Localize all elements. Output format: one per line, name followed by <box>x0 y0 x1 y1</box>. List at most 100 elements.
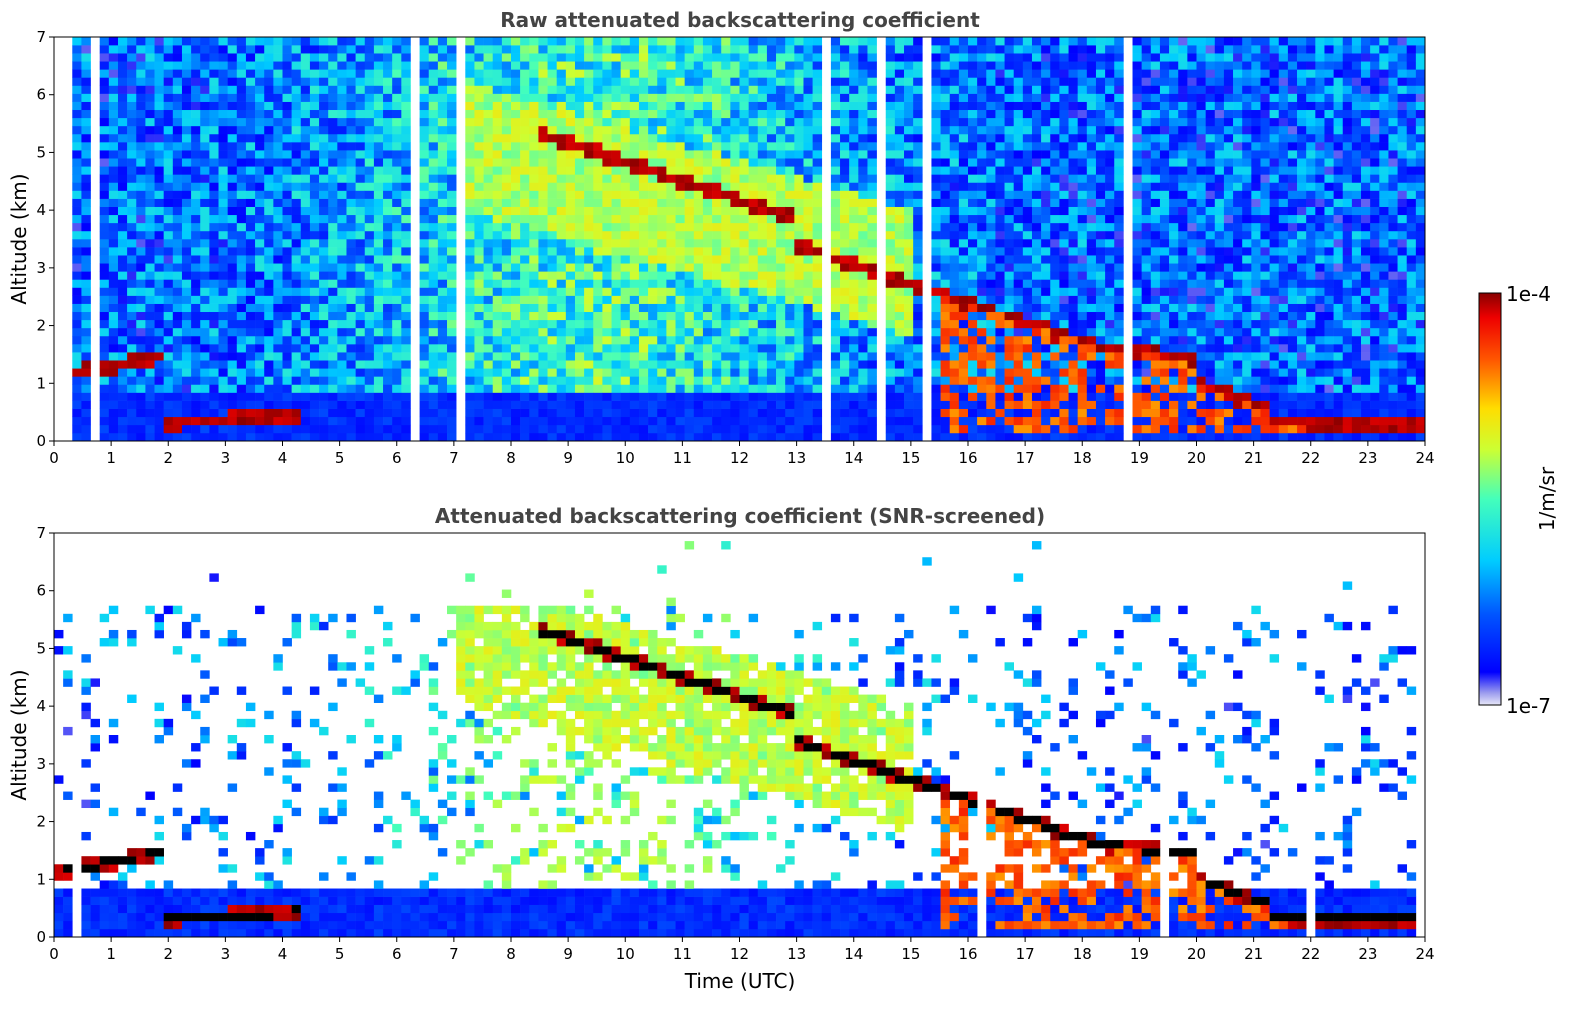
heatmap-cell <box>830 142 841 151</box>
heatmap-cell <box>785 263 795 272</box>
heatmap-cell <box>693 295 704 304</box>
heatmap-cell <box>136 295 146 304</box>
heatmap-cell <box>383 230 393 240</box>
heatmap-cell <box>145 352 155 361</box>
heatmap-cell <box>1004 335 1014 345</box>
heatmap-cell <box>721 182 731 191</box>
heatmap-cell <box>172 101 183 111</box>
heatmap-cell <box>556 376 567 385</box>
heatmap-cell <box>181 319 192 329</box>
heatmap-cell <box>830 319 841 329</box>
heatmap-cell <box>511 255 521 264</box>
heatmap-cell <box>1004 158 1014 167</box>
heatmap-cell <box>273 271 283 280</box>
heatmap-cell <box>483 222 494 232</box>
heatmap-cell <box>419 230 430 240</box>
heatmap-cell <box>364 190 375 199</box>
heatmap-cell <box>858 408 868 418</box>
heatmap-cell <box>181 360 192 369</box>
heatmap-cell <box>1004 125 1014 135</box>
heatmap-cell <box>611 214 621 224</box>
heatmap-cell <box>675 279 685 288</box>
heatmap-cell <box>620 198 631 207</box>
heatmap-cell <box>419 61 430 70</box>
heatmap-cell <box>108 263 119 272</box>
heatmap-cell <box>236 182 247 191</box>
heatmap-cell <box>81 352 91 361</box>
heatmap-cell <box>136 142 146 151</box>
heatmap-cell <box>245 408 256 418</box>
heatmap-cell <box>291 335 302 345</box>
heatmap-cell <box>511 416 521 426</box>
heatmap-cell <box>227 222 238 232</box>
heatmap-cell <box>99 408 110 418</box>
heatmap-cell <box>721 239 731 248</box>
heatmap-cell <box>986 295 996 304</box>
heatmap-cell <box>940 206 951 216</box>
heatmap-cell <box>163 352 174 361</box>
heatmap-cell <box>328 247 338 256</box>
heatmap-cell <box>447 319 457 329</box>
heatmap-cell <box>986 287 996 296</box>
heatmap-cell <box>529 327 539 337</box>
heatmap-cell <box>364 101 375 111</box>
heatmap-cell <box>675 101 685 111</box>
heatmap-cell <box>163 222 174 232</box>
heatmap-cell <box>776 117 786 127</box>
heatmap-cell <box>181 239 192 248</box>
heatmap-cell <box>620 206 631 216</box>
heatmap-cell <box>803 271 813 280</box>
heatmap-cell <box>355 376 366 385</box>
heatmap-cell <box>245 335 256 345</box>
heatmap-cell <box>163 61 174 70</box>
heatmap-cell <box>894 45 905 54</box>
heatmap-cell <box>684 360 695 369</box>
heatmap-cell <box>913 174 923 183</box>
heatmap-cell <box>867 271 877 280</box>
heatmap-cell <box>364 77 375 86</box>
heatmap-cell <box>1013 255 1024 264</box>
heatmap-cell <box>757 45 768 54</box>
heatmap-cell <box>136 279 146 288</box>
heatmap-cell <box>730 158 740 167</box>
heatmap-cell <box>538 263 548 272</box>
heatmap-cell <box>181 222 192 232</box>
heatmap-cell <box>282 400 292 409</box>
heatmap-cell <box>154 109 164 119</box>
heatmap-cell <box>127 222 137 232</box>
heatmap-cell <box>858 352 868 361</box>
heatmap-cell <box>995 85 1005 94</box>
heatmap-cell <box>949 287 960 296</box>
heatmap-cell <box>492 311 503 321</box>
heatmap-cell <box>666 85 676 94</box>
heatmap-cell <box>227 53 238 62</box>
heatmap-cell <box>200 174 210 183</box>
heatmap-cell <box>163 150 174 159</box>
heatmap-cell <box>191 279 201 288</box>
heatmap-cell <box>657 384 667 393</box>
heatmap-cell <box>437 335 448 345</box>
heatmap-cell <box>309 190 320 199</box>
heatmap-cell <box>574 311 585 321</box>
heatmap-cell <box>154 158 164 167</box>
heatmap-cell <box>721 166 731 175</box>
heatmap-cell <box>419 85 430 94</box>
heatmap-cell <box>520 206 530 216</box>
heatmap-cell <box>218 303 228 313</box>
heatmap-cell <box>501 392 512 401</box>
heatmap-cell <box>666 150 676 159</box>
heatmap-cell <box>611 133 621 143</box>
heatmap-cell <box>136 271 146 280</box>
heatmap-cell <box>154 230 164 240</box>
heatmap-cell <box>346 376 356 385</box>
heatmap-cell <box>757 101 768 111</box>
heatmap-cell <box>355 335 366 345</box>
heatmap-cell <box>593 263 603 272</box>
heatmap-cell <box>355 69 366 78</box>
heatmap-cell <box>483 287 494 296</box>
heatmap-cell <box>492 93 503 102</box>
heatmap-cell <box>108 247 119 256</box>
heatmap-cell <box>849 142 859 151</box>
heatmap-cell <box>81 368 91 377</box>
heatmap-cell <box>657 45 667 54</box>
